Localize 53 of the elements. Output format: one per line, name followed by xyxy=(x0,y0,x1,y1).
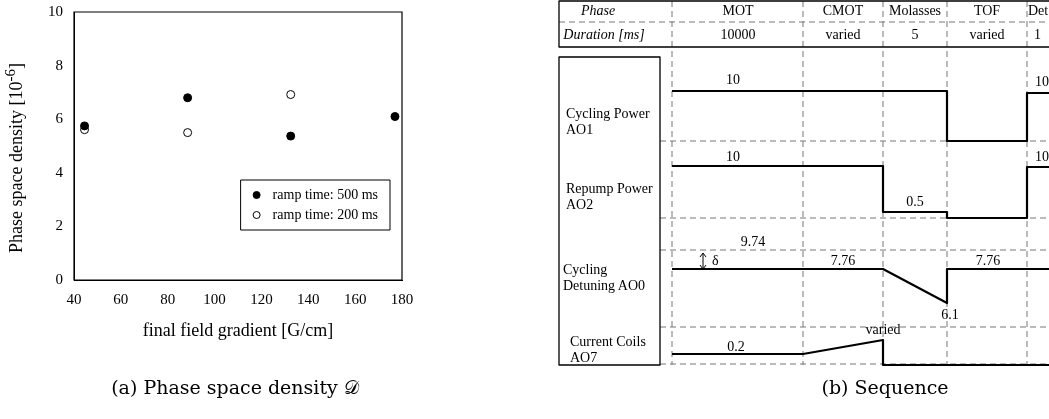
text: Cycling Detuning AO0 xyxy=(563,262,647,294)
text: (a) Phase space density 𝒟 xyxy=(111,376,359,399)
text: 1 xyxy=(1034,27,1041,43)
text: 7.76 xyxy=(830,253,856,269)
text: MOT xyxy=(722,3,754,19)
text: Det xyxy=(1028,3,1049,19)
y-tick-label: 8 xyxy=(55,56,63,73)
point xyxy=(286,90,296,100)
x-tick-label: 60 xyxy=(113,290,129,307)
y-tick-label: 6 xyxy=(55,110,64,127)
x-tick-label: 40 xyxy=(66,290,82,307)
point xyxy=(286,131,296,141)
x-tick-label: 140 xyxy=(297,290,320,307)
x-tick-label: 120 xyxy=(250,290,273,307)
text: Repump Power AO2 xyxy=(566,181,654,213)
x-tick-label: 180 xyxy=(390,290,414,307)
text: varied xyxy=(865,322,901,338)
text: 7.76 xyxy=(975,253,1001,269)
text: 10 xyxy=(1035,149,1049,165)
text: 9.74 xyxy=(740,234,766,250)
y-tick-label: 10 xyxy=(48,2,63,19)
text: 10000 xyxy=(720,27,756,43)
text: 5 xyxy=(911,27,919,43)
x-axis-title: final field gradient [G/cm] xyxy=(142,320,334,341)
text: varied xyxy=(825,27,861,43)
text: CMOT xyxy=(822,3,864,19)
point xyxy=(390,112,400,122)
text: 0.5 xyxy=(906,194,924,210)
legend-label: ramp time: 500 ms xyxy=(272,186,379,202)
text: Cycling Power AO1 xyxy=(566,106,651,138)
text: varied xyxy=(969,27,1005,43)
legend-label: ramp time: 200 ms xyxy=(272,206,379,222)
y-tick-label: 2 xyxy=(55,217,63,234)
text: (b) Sequence xyxy=(821,376,949,398)
text: TOF xyxy=(973,3,1001,19)
text: Current Coils AO7 xyxy=(570,334,647,366)
x-tick-label: 160 xyxy=(343,290,367,307)
text: δ xyxy=(712,253,719,269)
y-tick-label: 4 xyxy=(55,163,64,180)
text: Phase xyxy=(580,3,616,19)
point xyxy=(183,128,193,138)
x-tick-label: 100 xyxy=(203,290,226,307)
x-tick-label: 80 xyxy=(160,290,176,307)
point xyxy=(80,121,90,131)
text: Duration [ms] xyxy=(563,27,645,43)
point xyxy=(183,93,193,103)
text: 10 xyxy=(726,72,740,88)
text: 0.2 xyxy=(727,339,745,355)
y-tick-label: 0 xyxy=(55,270,63,287)
text: 10 xyxy=(726,149,740,165)
text: 10 xyxy=(1035,74,1049,90)
text: Molasses xyxy=(888,3,942,19)
text: 6.1 xyxy=(941,307,959,323)
